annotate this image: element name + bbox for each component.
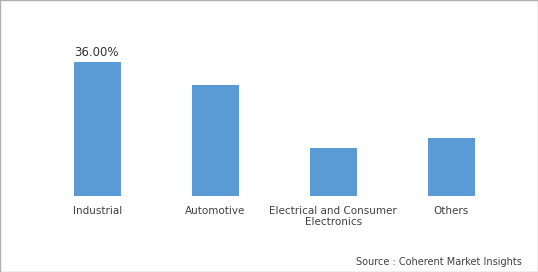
Bar xyxy=(74,62,121,196)
Bar xyxy=(192,85,239,196)
Bar xyxy=(310,148,357,196)
Bar xyxy=(428,138,475,196)
Text: 36.00%: 36.00% xyxy=(74,46,118,59)
Text: Source : Coherent Market Insights: Source : Coherent Market Insights xyxy=(356,256,522,267)
